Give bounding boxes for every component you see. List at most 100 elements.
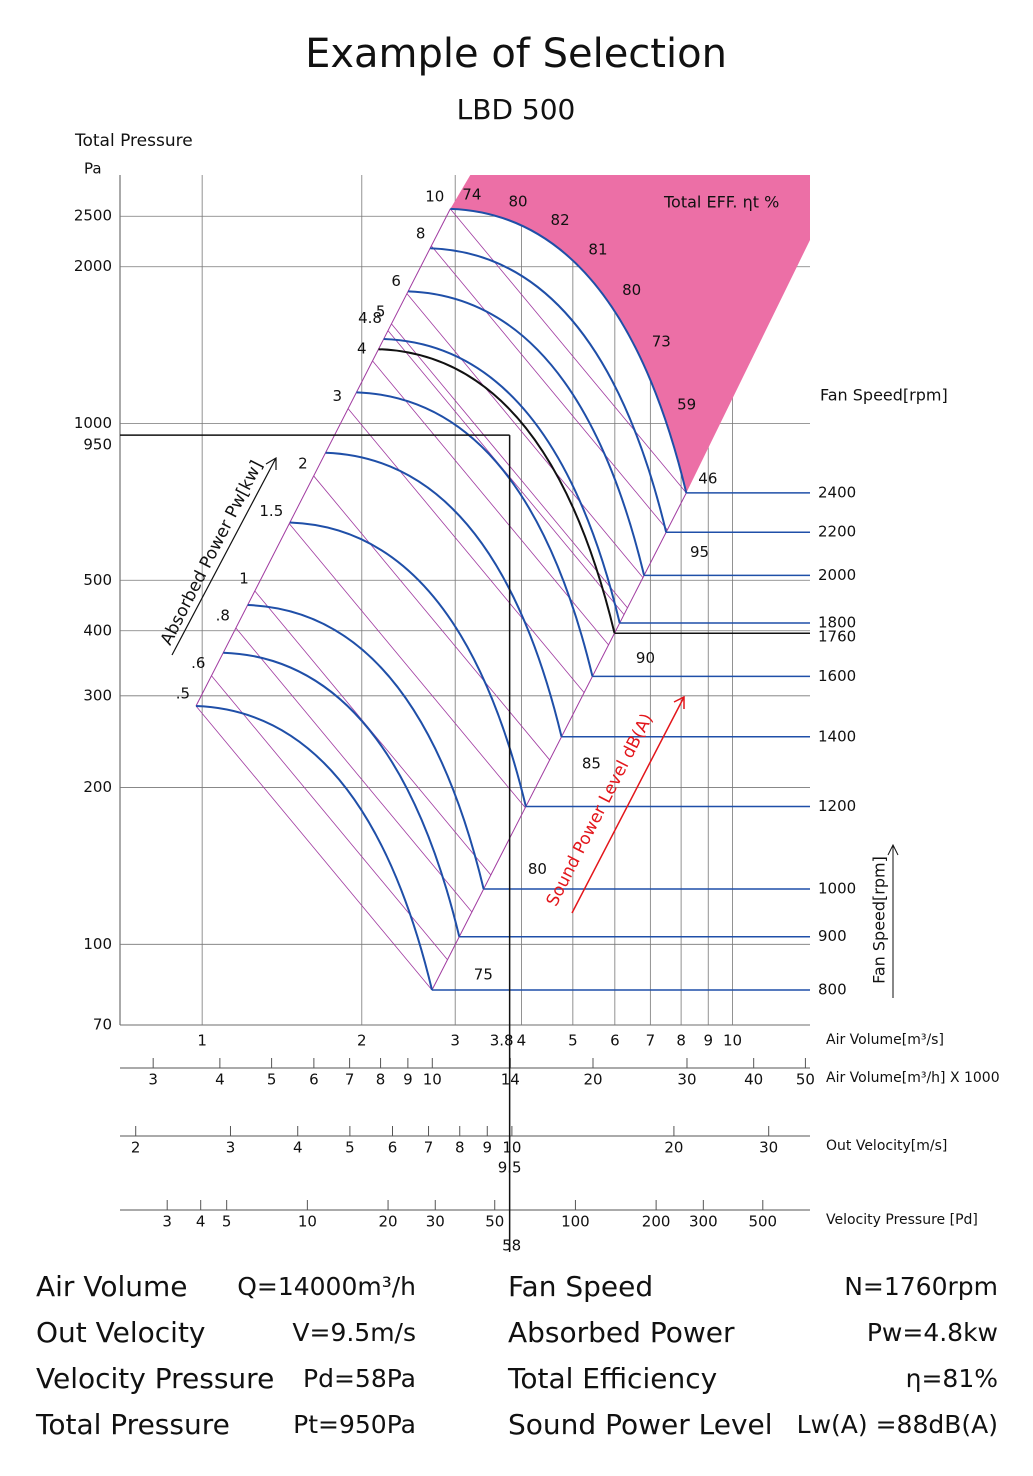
scale-tick-label: 7 [424,1139,434,1157]
summary-value: Pd=58Pa [303,1364,416,1393]
power-label: 1.5 [259,502,283,520]
speed-label-title: Fan Speed[rpm] [820,386,948,405]
y-tick-label: 2500 [74,207,112,225]
selection-curve [378,348,616,634]
speed-label: 2400 [818,483,856,501]
summary-value: Lw(A) =88dB(A) [797,1410,998,1439]
x-axis-label: Air Volume[m³/s] [826,1032,944,1048]
scale-label: Out Velocity[m/s] [826,1138,947,1154]
efficiency-label: Total EFF. ηt % [663,193,779,212]
scale-tick-label: 8 [455,1139,465,1157]
efficiency-value: 46 [698,469,717,487]
summary-label: Sound Power Level [508,1408,773,1441]
selection-velocity-label: 9.5 [498,1159,522,1177]
efficiency-value: 73 [652,333,671,351]
speed-label: 2200 [818,523,856,541]
x-tick-label: 6 [610,1032,620,1050]
scale-tick-label: 5 [267,1071,277,1089]
speed-axis-title: Fan Speed[rpm] [870,856,889,984]
scale-tick-label: 30 [677,1071,696,1089]
efficiency-value: 81 [588,240,607,258]
scale-tick-label: 3 [148,1071,158,1089]
x-tick-label: 3 [450,1032,460,1050]
arrow [571,695,685,914]
x-tick-label: 4 [517,1032,527,1050]
efficiency-value: 80 [622,281,641,299]
speed-label: 1200 [818,797,856,815]
scale-tick-label: 2 [131,1139,141,1157]
power-line [406,293,644,578]
scale-tick-label: 20 [583,1071,602,1089]
scale-tick-label: 100 [561,1213,590,1231]
sound-value: 75 [474,966,493,984]
summary-label: Total Pressure [35,1408,230,1441]
x-tick-label: 2 [357,1032,367,1050]
scale-label: Velocity Pressure [Pd] [826,1212,978,1228]
scale-tick-label: 50 [485,1213,504,1231]
x-tick-label: 7 [646,1032,656,1050]
y-tick-label: 200 [83,778,112,796]
efficiency-value: 74 [462,185,481,203]
x-tick-label: 5 [568,1032,578,1050]
subtitle: LBD 500 [457,93,576,126]
summary-value: Pt=950Pa [293,1410,416,1439]
arrow [171,456,277,656]
speed-label: 800 [818,981,847,999]
power-line [235,627,473,913]
speed-curve [383,338,621,624]
summary-value: η=81% [906,1364,998,1393]
scale-label: Air Volume[m³/h] X 1000 [826,1070,1000,1086]
y-tick-label: 400 [83,621,112,639]
y-axis-unit: Pa [84,160,102,178]
power-label: 1 [239,569,249,587]
power-label: 8 [416,224,426,242]
summary-value: N=1760rpm [844,1272,998,1301]
speed-curve [223,651,461,937]
scale-tick-label: 4 [215,1071,225,1089]
selection-speed-label: 1760 [818,628,856,646]
y-tick-label: 100 [83,935,112,953]
summary-label: Fan Speed [508,1270,653,1303]
selection-vp-label: 58 [502,1237,521,1255]
scale-tick-label: 40 [744,1071,763,1089]
speed-curve [450,207,688,494]
power-line [431,245,668,531]
speed-label: 1800 [818,614,856,632]
y-tick-label: 1000 [74,414,112,432]
scale-tick-label: 200 [642,1213,671,1231]
power-label: 2 [298,454,308,472]
scale-tick-label: 4 [196,1213,206,1231]
y-tick-label: 70 [93,1016,112,1034]
scale-tick-label: 3 [162,1213,172,1231]
x-tick-label: 8 [676,1032,686,1050]
scale-tick-label: 7 [345,1071,355,1089]
boundary-line [195,208,451,707]
scale-tick-label: 10 [423,1071,442,1089]
y-axis-label: Total Pressure [74,131,193,151]
power-label: 6 [391,272,401,290]
power-line [313,475,550,761]
scale-tick-label: 20 [379,1213,398,1231]
power-label: 5 [376,302,386,320]
power-line [195,705,433,991]
speed-curve [195,705,433,991]
power-label: .6 [191,654,205,672]
power-axis-label: Absorbed Power Pw[kw] [157,458,267,649]
speed-curve [289,521,527,807]
power-label: .8 [216,607,230,625]
summary-label: Air Volume [36,1270,187,1303]
arrow [887,843,899,998]
efficiency-value: 59 [677,395,696,413]
summary-label: Total Efficiency [507,1362,717,1395]
scale-tick-label: 9 [403,1071,413,1089]
scale-tick-label: 3 [226,1139,236,1157]
speed-curve [430,247,668,533]
speed-label: 900 [818,927,847,945]
speed-label: 1000 [818,880,856,898]
sound-value: 95 [690,543,709,561]
selection-volume-label: 3.8 [490,1032,514,1050]
scale-tick-label: 4 [293,1139,303,1157]
summary-value: V=9.5m/s [292,1318,416,1347]
scale-tick-label: 9 [482,1139,492,1157]
